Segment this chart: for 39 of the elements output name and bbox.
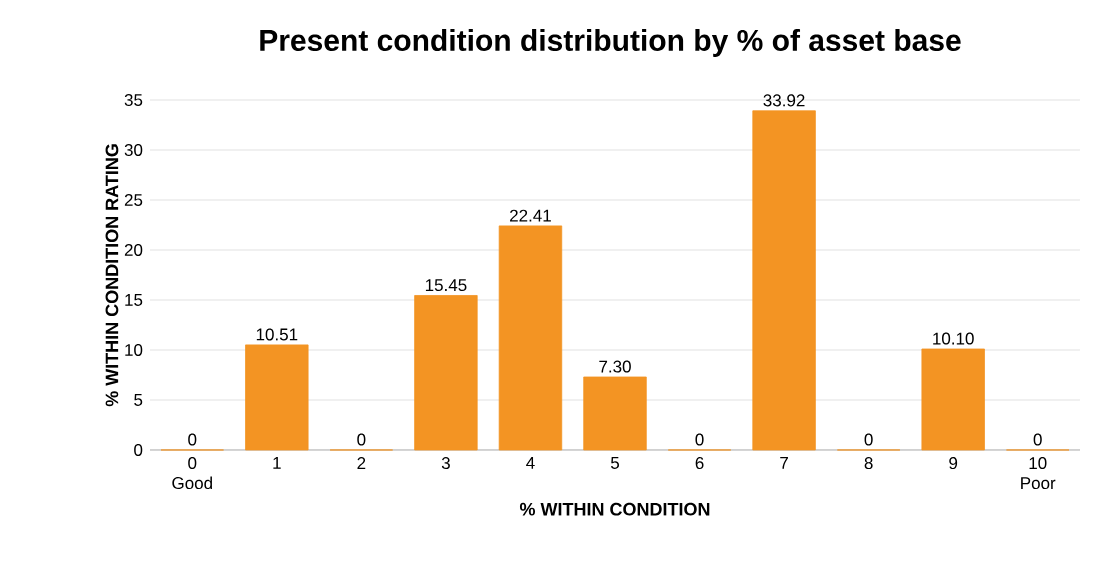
x-tick-label: 5 (610, 457, 620, 469)
x-tick-label: 1 (273, 457, 281, 469)
data-label: 0 (864, 433, 873, 446)
x-axis-title: % WITHIN CONDITION (519, 502, 710, 516)
y-tick-label: 35 (124, 93, 143, 106)
y-tick-label: 25 (124, 193, 143, 206)
y-tick-label: 30 (124, 143, 143, 156)
x-tick-label: 2 (357, 457, 366, 469)
x-tick-label: 6 (695, 457, 704, 470)
x-tick-label: 9 (949, 457, 958, 470)
data-label: 0 (357, 433, 366, 446)
x-tick-label: 0 Good (172, 457, 212, 490)
data-label: 0 (1033, 433, 1042, 446)
x-tick-label: 3 (441, 457, 450, 470)
bar (752, 110, 816, 451)
x-tick-label: 8 (864, 457, 873, 470)
data-label: 7.30 (599, 360, 631, 373)
data-label: 0 (695, 433, 704, 446)
y-tick-label: 15 (125, 294, 143, 306)
y-tick-label: 0 (134, 443, 143, 456)
y-axis-title: % WITHIN CONDITION RATING (105, 144, 119, 407)
data-label: 10.51 (256, 328, 298, 341)
bar (583, 376, 647, 451)
x-tick-label: 10 Poor (1021, 457, 1056, 490)
x-tick-label: 7 (780, 457, 788, 469)
bar (245, 344, 309, 451)
data-label: 0 (188, 433, 197, 446)
y-tick-label: 5 (134, 394, 143, 406)
bar (414, 295, 478, 451)
chart-title: Present condition distribution by % of asset base (260, 29, 961, 57)
bar (921, 348, 985, 451)
x-tick-label: 4 (526, 457, 535, 469)
y-tick-label: 20 (124, 243, 143, 256)
y-tick-label: 10 (125, 343, 143, 356)
data-label: 22.41 (510, 209, 551, 222)
data-label: 15.45 (425, 279, 467, 292)
bar (498, 225, 563, 451)
data-label: 10.10 (933, 332, 974, 345)
data-label: 33.92 (763, 94, 805, 107)
